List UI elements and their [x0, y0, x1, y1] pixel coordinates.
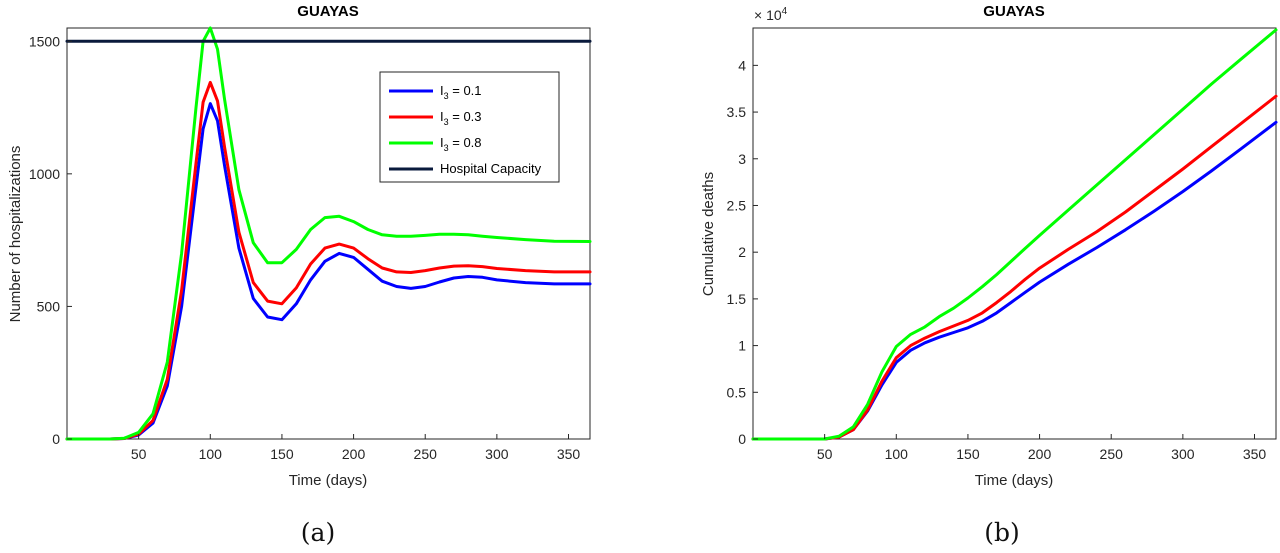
panel-label: (a) [301, 518, 335, 547]
y-tick-label: 1000 [29, 166, 60, 182]
y-axis-label: Number of hospitalizations [7, 146, 24, 323]
panel-label: (b) [984, 518, 1020, 547]
y-axis-exponent: × 104 [754, 6, 788, 23]
x-tick-label: 350 [557, 446, 581, 462]
x-tick-label: 350 [1243, 446, 1267, 462]
legend-label: I3 = 0.3 [440, 109, 482, 127]
x-tick-label: 150 [270, 446, 294, 462]
x-tick-label: 250 [1100, 446, 1124, 462]
series-line [751, 28, 1278, 441]
x-tick-label: 200 [342, 446, 366, 462]
x-axis-label: Time (days) [975, 472, 1054, 489]
legend: I3 = 0.1 I3 = 0.3 I3 = 0.8 Hospital Capacit… [379, 71, 560, 183]
x-axis-label: Time (days) [289, 472, 368, 489]
x-tick-label: 50 [131, 446, 147, 462]
y-tick-label: 1500 [29, 33, 60, 49]
y-tick-label: 3 [738, 151, 746, 167]
y-tick-label: 1 [738, 338, 746, 354]
x-tick-label: 150 [956, 446, 980, 462]
series-line [65, 80, 592, 441]
x-tick-label: 300 [485, 446, 509, 462]
legend-label: I3 = 0.1 [440, 83, 482, 101]
series-line [65, 26, 592, 441]
series-line [751, 120, 1278, 441]
legend-label: I3 = 0.8 [440, 135, 482, 153]
x-tick-label: 100 [199, 446, 223, 462]
y-tick-label: 0 [52, 431, 60, 447]
x-tick-label: 100 [885, 446, 909, 462]
x-tick-label: 250 [414, 446, 438, 462]
chart-cumulative-deaths: 50 100 150 200 250 300 350 0 0.5 1 1.5 2 2.5 3 3.5 4 GU… [700, 3, 1278, 547]
y-tick-label: 1.5 [727, 291, 747, 307]
y-tick-label: 0.5 [727, 384, 747, 400]
y-axis-label: Cumulative deaths [700, 172, 717, 296]
x-tick-label: 50 [817, 446, 833, 462]
x-tick-label: 200 [1028, 446, 1052, 462]
legend-label: Hospital Capacity [440, 161, 542, 176]
x-tick-label: 300 [1171, 446, 1195, 462]
chart-title: GUAYAS [983, 3, 1044, 20]
y-tick-label: 2.5 [727, 197, 747, 213]
y-tick-label: 0 [738, 431, 746, 447]
chart-title: GUAYAS [297, 3, 358, 20]
y-tick-label: 4 [738, 57, 746, 73]
series-line [65, 102, 592, 441]
series-line [751, 94, 1278, 441]
y-tick-label: 500 [37, 298, 61, 314]
y-tick-label: 2 [738, 244, 746, 260]
y-tick-label: 3.5 [727, 104, 747, 120]
